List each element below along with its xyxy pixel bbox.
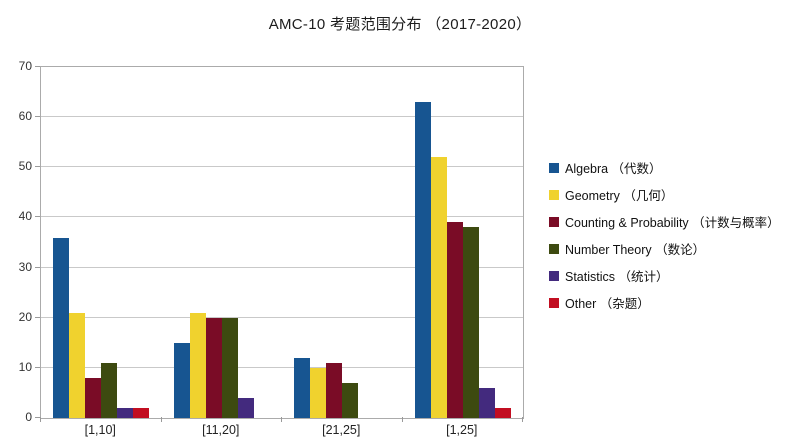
gridline [41,116,523,118]
gridline [41,166,523,168]
bar-series3-group1 [221,317,238,418]
bar-series2-group2 [326,362,343,418]
bar-series3-group2 [342,382,359,418]
legend-swatch-icon [549,243,559,254]
bar-series5-group0 [133,407,150,418]
bar-series3-group3 [462,227,479,418]
legend-item-1: Geometry （几何） [549,185,780,204]
legend-swatch-icon [549,270,559,281]
bar-series2-group0 [85,377,102,418]
legend-label: Number Theory （数论） [565,243,706,257]
legend-item-5: Other （杂题） [549,293,780,312]
x-tick-label: [11,20] [202,423,240,437]
legend-swatch-icon [549,189,559,200]
bar-series3-group0 [101,362,118,418]
bar-series2-group1 [205,317,222,418]
legend-swatch-icon [549,297,559,308]
x-tick-label: [21,25] [322,423,361,437]
bar-series4-group0 [117,407,134,418]
y-tick-label: 50 [18,159,32,174]
legend-item-2: Counting & Probability （计数与概率） [549,212,780,231]
gridline [41,266,523,268]
legend-label: Geometry （几何） [565,189,674,203]
gridline [41,316,523,318]
y-tick-label: 40 [18,209,32,224]
legend-item-4: Statistics （统计） [549,266,780,285]
bar-series1-group1 [189,312,206,418]
y-tick-label: 30 [18,259,32,274]
legend-label: Statistics （统计） [565,270,669,284]
y-tick-label: 0 [25,410,32,424]
gridline [41,216,523,218]
bar-series0-group1 [173,342,190,418]
legend-label: Algebra （代数） [565,162,662,176]
legend-label: Counting & Probability （计数与概率） [565,216,780,230]
legend-swatch-icon [549,216,559,227]
x-tick-label: [1,25] [446,423,478,437]
bar-series1-group3 [430,157,447,418]
bar-series0-group2 [294,357,311,418]
bar-series1-group2 [310,367,327,418]
y-tick-label: 70 [18,59,32,73]
plot-area [40,66,524,419]
x-tick-label: [1,10] [84,423,116,437]
legend-swatch-icon [549,162,559,173]
bar-series5-group3 [494,407,511,418]
bar-series4-group1 [237,397,254,418]
bar-series4-group3 [478,387,495,418]
chart-title: AMC-10 考题范围分布 （2017-2020） [268,16,532,33]
legend-label: Other （杂题） [565,297,650,311]
y-tick-label: 20 [18,309,32,324]
bar-series0-group0 [53,237,70,418]
y-tick-label: 60 [18,109,32,124]
bar-series1-group0 [69,312,86,418]
legend: Algebra （代数） Geometry （几何） Counting & Prob… [549,158,780,312]
y-tick-label: 10 [18,359,32,374]
bar-series0-group3 [414,102,431,418]
bar-series2-group3 [446,222,463,418]
gridline [41,366,523,368]
legend-item-3: Number Theory （数论） [549,239,780,258]
legend-item-0: Algebra （代数） [549,158,780,177]
